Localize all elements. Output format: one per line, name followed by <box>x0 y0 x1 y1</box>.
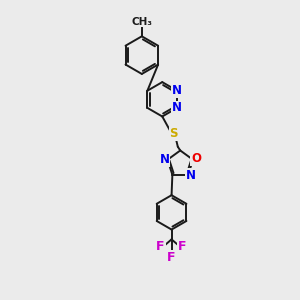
Text: N: N <box>172 101 182 114</box>
Text: F: F <box>167 251 176 264</box>
Text: F: F <box>178 240 187 253</box>
Text: N: N <box>172 84 182 97</box>
Text: O: O <box>191 152 201 165</box>
Text: N: N <box>186 169 196 182</box>
Text: N: N <box>160 153 170 166</box>
Text: F: F <box>156 240 165 253</box>
Text: S: S <box>169 127 178 140</box>
Text: CH₃: CH₃ <box>131 16 152 27</box>
